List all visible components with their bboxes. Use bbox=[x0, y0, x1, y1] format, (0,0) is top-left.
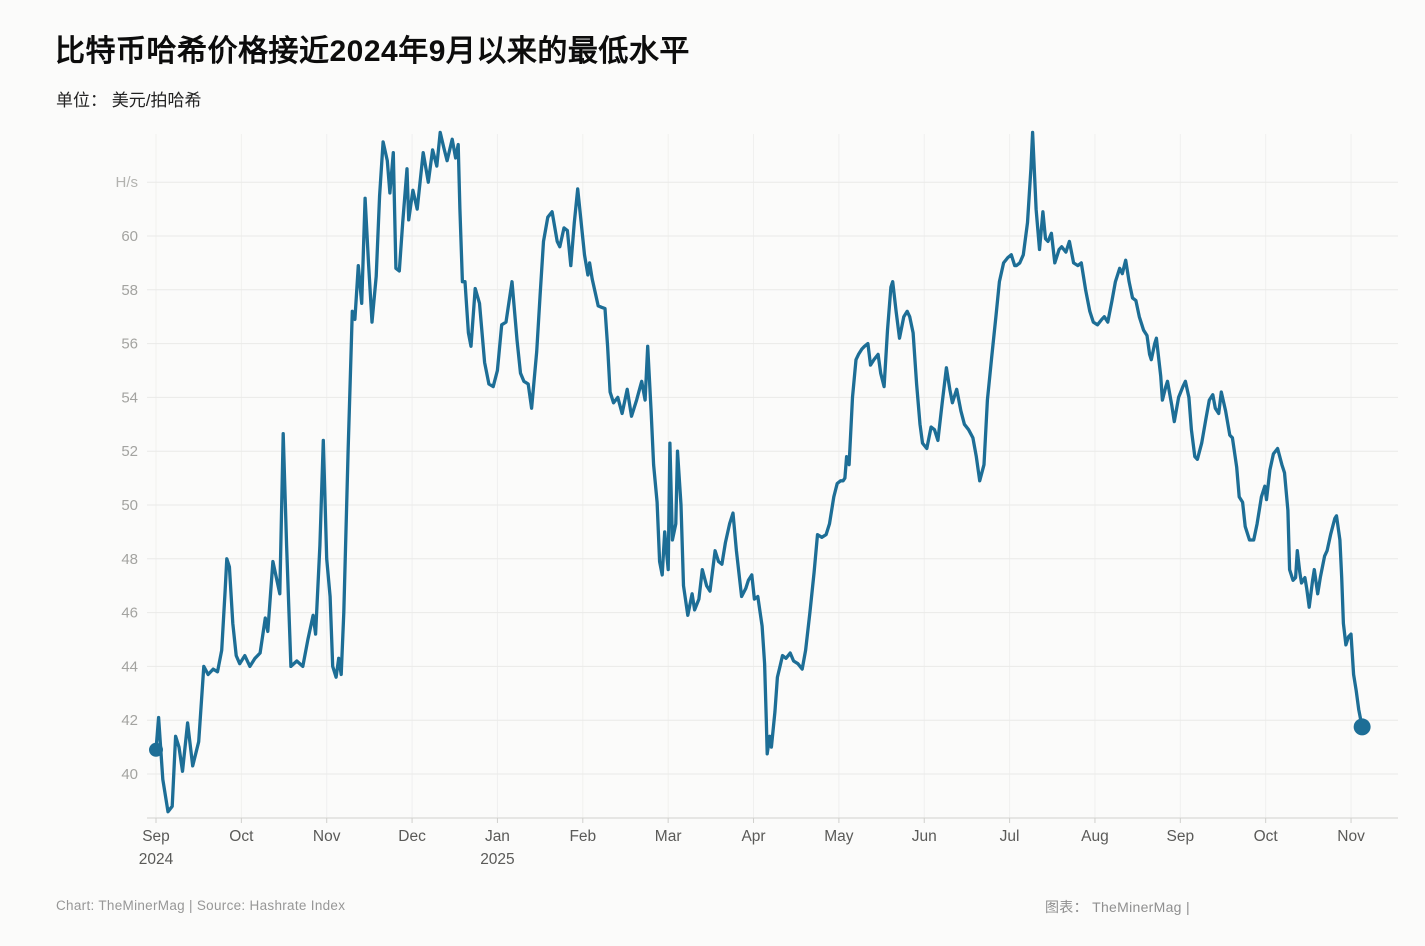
x-tick-label: Mar bbox=[655, 828, 682, 845]
x-tick-label: Nov bbox=[1337, 828, 1365, 845]
credit-chart-cn: 图表： TheMinerMag | bbox=[1045, 899, 1190, 915]
x-tick-label: Jul bbox=[1000, 828, 1020, 845]
y-tick-label: 42 bbox=[121, 712, 138, 729]
price-line bbox=[154, 130, 1364, 814]
x-tick-label: Jan bbox=[485, 828, 510, 845]
x-tick-label: Oct bbox=[1254, 828, 1279, 845]
y-tick-label: 50 bbox=[121, 497, 138, 514]
y-tick-label: 56 bbox=[121, 336, 138, 353]
y-tick-label: 60 bbox=[121, 228, 138, 245]
y-tick-label: 48 bbox=[121, 551, 138, 568]
x-tick-label: Sep bbox=[142, 828, 170, 845]
x-tick-label: Aug bbox=[1081, 828, 1109, 845]
x-tick-label: Sep bbox=[1167, 828, 1195, 845]
x-tick-label: Nov bbox=[313, 828, 341, 845]
unit-subtitle: 单位： 美元/拍哈希 bbox=[56, 91, 202, 110]
y-tick-label: H/s bbox=[116, 174, 139, 191]
x-tick-year-label: 2025 bbox=[480, 851, 514, 868]
x-tick-label: Apr bbox=[741, 828, 765, 845]
y-tick-label: 58 bbox=[121, 282, 138, 299]
x-tick-label: Jun bbox=[912, 828, 937, 845]
y-tick-label: 54 bbox=[121, 389, 138, 406]
x-tick-label: May bbox=[824, 828, 854, 845]
y-tick-label: 40 bbox=[121, 766, 138, 783]
series-start-dot bbox=[149, 742, 163, 757]
credit-source: Chart: TheMinerMag | Source: Hashrate In… bbox=[56, 898, 346, 913]
x-tick-label: Oct bbox=[229, 828, 254, 845]
y-tick-label: 52 bbox=[121, 443, 138, 460]
y-tick-label: 44 bbox=[121, 658, 138, 675]
series-end-dot bbox=[1353, 718, 1371, 736]
y-tick-label: 46 bbox=[121, 605, 138, 622]
x-tick-label: Feb bbox=[569, 828, 596, 845]
page-title: 比特币哈希价格接近2024年9月以来的最低水平 bbox=[55, 35, 690, 68]
x-tick-label: Dec bbox=[398, 828, 426, 845]
x-tick-year-label: 2024 bbox=[139, 851, 174, 868]
